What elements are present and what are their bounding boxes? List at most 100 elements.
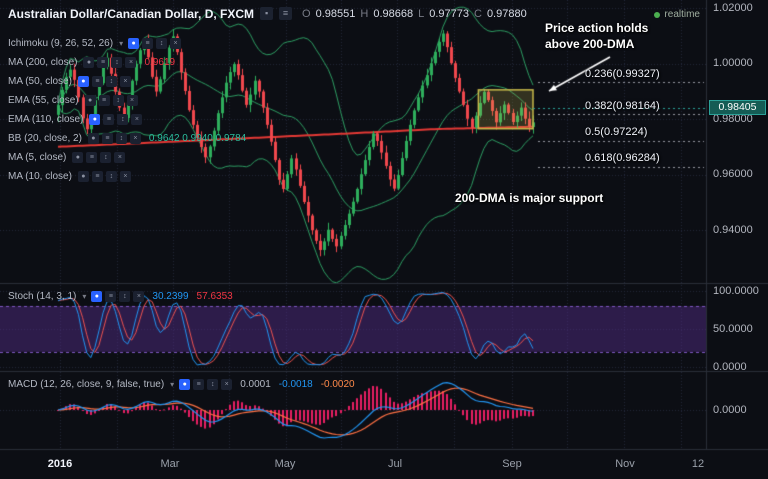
low-label: L	[418, 7, 425, 20]
open-label: O	[302, 7, 311, 20]
move-icon[interactable]: ↕	[100, 152, 112, 163]
high-value: 0.98668	[373, 7, 414, 20]
visibility-icon[interactable]: ●	[91, 291, 103, 302]
stoch-tick: 0.0000	[713, 361, 747, 373]
chevron-down-icon[interactable]: ▾	[119, 39, 124, 48]
close-icon[interactable]: ×	[133, 291, 145, 302]
close-label: C	[473, 7, 482, 20]
move-icon[interactable]: ↕	[105, 76, 117, 87]
indicator-label[interactable]: EMA (55, close)	[8, 95, 79, 106]
price-tick: 1.02000	[713, 2, 753, 14]
gear-icon[interactable]: ≡	[142, 38, 154, 49]
close-icon[interactable]: ×	[170, 38, 182, 49]
indicator-value: 0.9619	[144, 57, 176, 68]
close-icon[interactable]: ×	[114, 152, 126, 163]
stoch-pane-legend: Stoch (14, 3, 1) ▾ ● ≡ ↕ × 30.2399 57.63…	[8, 289, 233, 304]
close-icon[interactable]: ×	[126, 95, 138, 106]
annotation-support[interactable]: 200-DMA is major support	[455, 191, 604, 205]
gear-icon[interactable]: ≡	[86, 152, 98, 163]
chart-header: Australian Dollar/Canadian Dollar, D, FX…	[8, 6, 527, 21]
indicator-label[interactable]: MA (50, close)	[8, 76, 72, 87]
visibility-icon[interactable]: ●	[77, 171, 89, 182]
fib-label-382: 0.382(0.98164)	[585, 100, 660, 112]
indicator-row-ma50: MA (50, close) ● ≡ ↕ ×	[8, 74, 131, 89]
indicator-label[interactable]: EMA (110, close)	[8, 114, 84, 125]
gear-icon[interactable]: ≡	[98, 95, 110, 106]
gear-icon[interactable]: ≡	[193, 379, 205, 390]
gear-icon[interactable]: ≡	[105, 291, 117, 302]
indicator-row-ema55: EMA (55, close) ● ≡ ↕ ×	[8, 93, 138, 108]
chevron-down-icon[interactable]: ▾	[170, 380, 175, 389]
close-icon[interactable]: ×	[119, 76, 131, 87]
close-icon[interactable]: ×	[221, 379, 233, 390]
symbol-title[interactable]: Australian Dollar/Canadian Dollar, D, FX…	[8, 6, 255, 21]
indicator-label[interactable]: MACD (12, 26, close, 9, false, true)	[8, 379, 165, 390]
gear-icon[interactable]: ≡	[97, 57, 109, 68]
realtime-label: realtime	[664, 9, 700, 20]
visibility-icon[interactable]: ●	[77, 76, 89, 87]
visibility-icon[interactable]: ●	[72, 152, 84, 163]
annotation-line-2: above 200-DMA	[545, 37, 635, 51]
gear-icon[interactable]: ≡	[103, 114, 115, 125]
price-tick: 0.94000	[713, 224, 753, 236]
price-tick: 0.96000	[713, 168, 753, 180]
gear-icon[interactable]: ≡	[101, 133, 113, 144]
indicator-label[interactable]: BB (20, close, 2)	[8, 133, 82, 144]
move-icon[interactable]: ↕	[207, 379, 219, 390]
fib-label-500: 0.5(0.97224)	[585, 126, 648, 138]
fib-label-618: 0.618(0.96284)	[585, 152, 660, 164]
indicator-label[interactable]: Stoch (14, 3, 1)	[8, 291, 77, 302]
move-icon[interactable]: ↕	[119, 291, 131, 302]
indicator-row-bb: BB (20, close, 2) ● ≡ ↕ × 0.9642 0.9940 …	[8, 131, 246, 146]
visibility-icon[interactable]: ●	[87, 133, 99, 144]
visibility-icon[interactable]: ●	[128, 38, 140, 49]
indicator-label[interactable]: MA (5, close)	[8, 152, 67, 163]
chevron-down-icon[interactable]: ▾	[82, 292, 87, 301]
move-icon[interactable]: ↕	[111, 57, 123, 68]
time-label: Mar	[160, 458, 180, 470]
indicator-label[interactable]: MA (10, close)	[8, 171, 72, 182]
move-icon[interactable]: ↕	[105, 171, 117, 182]
macd-pane-legend: MACD (12, 26, close, 9, false, true) ▾ ●…	[8, 377, 355, 392]
time-axis[interactable]: 2016 Mar May Jul Sep Nov 12	[0, 450, 707, 479]
price-axis[interactable]: 1.02000 1.00000 0.98000 0.96000 0.94000 …	[707, 0, 768, 479]
close-icon[interactable]: ×	[129, 133, 141, 144]
fib-label-236: 0.236(0.99327)	[585, 68, 660, 80]
close-icon[interactable]: ×	[125, 57, 137, 68]
price-tick: 0.98000	[713, 113, 753, 125]
realtime-status: realtime	[654, 9, 700, 20]
visibility-icon[interactable]: ●	[89, 114, 101, 125]
indicator-label[interactable]: Ichimoku (9, 26, 52, 26)	[8, 38, 114, 49]
move-icon[interactable]: ↕	[117, 114, 129, 125]
close-icon[interactable]: ×	[131, 114, 143, 125]
annotation-line-1: Price action holds	[545, 21, 649, 35]
open-value: 0.98551	[315, 7, 356, 20]
visibility-icon[interactable]: ●	[83, 57, 95, 68]
close-icon[interactable]: ×	[119, 171, 131, 182]
macd-line-value: -0.0018	[278, 379, 313, 390]
stoch-k-value: 30.2399	[152, 291, 189, 302]
move-icon[interactable]: ↕	[156, 38, 168, 49]
macd-hist-value: 0.0001	[240, 379, 271, 390]
move-icon[interactable]: ↕	[115, 133, 127, 144]
chart-style-icon[interactable]: ▪	[260, 7, 274, 20]
indicator-label[interactable]: MA (200, close)	[8, 57, 78, 68]
indicator-row-ma10: MA (10, close) ● ≡ ↕ ×	[8, 169, 131, 184]
settings-icon[interactable]: ≡	[279, 7, 293, 20]
move-icon[interactable]: ↕	[112, 95, 124, 106]
time-label: Sep	[502, 458, 522, 470]
time-label: May	[274, 458, 296, 470]
time-label: Nov	[615, 458, 635, 470]
macd-signal-value: -0.0020	[320, 379, 355, 390]
visibility-icon[interactable]: ●	[179, 379, 191, 390]
gear-icon[interactable]: ≡	[91, 171, 103, 182]
time-label: 2016	[47, 458, 73, 470]
realtime-dot-icon	[654, 11, 661, 18]
annotation-price-action[interactable]: Price action holds above 200-DMA	[545, 20, 648, 52]
last-price-tag[interactable]: 0.98405	[709, 100, 766, 115]
indicator-row-ma200: MA (200, close) ● ≡ ↕ × 0.9619	[8, 55, 175, 70]
close-value: 0.97880	[486, 7, 527, 20]
visibility-icon[interactable]: ●	[84, 95, 96, 106]
gear-icon[interactable]: ≡	[91, 76, 103, 87]
